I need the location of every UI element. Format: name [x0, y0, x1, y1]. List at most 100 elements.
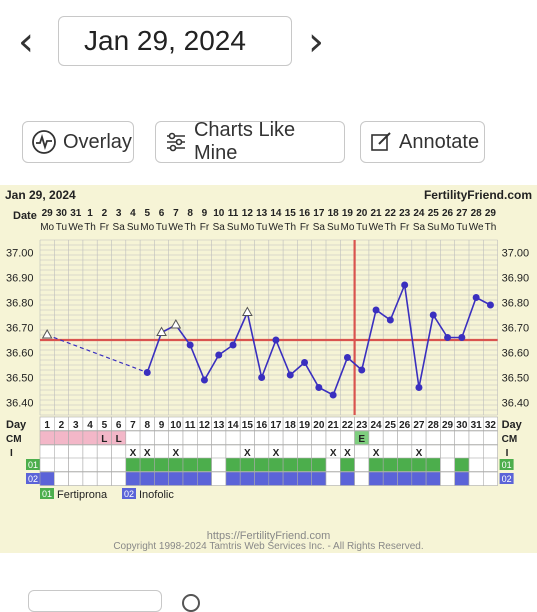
- date-selector[interactable]: Jan 29, 2024: [58, 16, 292, 66]
- date-tick: 12: [242, 208, 254, 219]
- cm-cell: [182, 430, 198, 445]
- temp-point: [286, 371, 294, 379]
- legend-name: Inofolic: [139, 489, 174, 501]
- i-cell: [482, 444, 498, 459]
- date-tick: 8: [187, 208, 193, 219]
- day-number: 11: [185, 420, 196, 431]
- day-number: 3: [73, 420, 79, 431]
- intercourse-mark: X: [244, 448, 251, 459]
- cm-cell: [168, 430, 184, 445]
- intercourse-mark: X: [144, 448, 151, 459]
- day-number: 29: [442, 420, 454, 431]
- weekday-tick: Su: [427, 222, 439, 233]
- weekday-tick: We: [369, 222, 384, 233]
- day-number: 7: [130, 420, 136, 431]
- temp-point: [358, 366, 366, 374]
- day-row-label: Day: [6, 419, 27, 431]
- cm-cell: [368, 430, 384, 445]
- i-cell: [425, 444, 441, 459]
- temp-point: [200, 376, 208, 384]
- med1-cell: [125, 457, 141, 472]
- med1-cell: [482, 457, 498, 472]
- date-tick: 26: [442, 208, 454, 219]
- temp-point: [372, 306, 380, 314]
- med2-cell: [354, 471, 370, 486]
- i-cell: [211, 444, 227, 459]
- intercourse-mark: X: [373, 448, 380, 459]
- temp-point: [315, 384, 323, 391]
- med2-cell: [111, 471, 127, 486]
- charts-like-mine-label: Charts Like Mine: [193, 119, 296, 164]
- bottom-button[interactable]: [28, 590, 162, 612]
- weekday-tick: Mo: [240, 222, 254, 233]
- bottom-circle-icon[interactable]: [182, 594, 200, 612]
- cm-value: L: [101, 434, 107, 445]
- overlay-button[interactable]: Overlay: [22, 121, 134, 163]
- med1-cell: [411, 457, 427, 472]
- med2-cell: [311, 471, 327, 486]
- y-tick-left: 37.00: [6, 248, 34, 260]
- date-tick: 15: [285, 208, 297, 219]
- temp-point: [272, 336, 280, 344]
- date-tick: 20: [356, 208, 368, 219]
- day-number: 18: [285, 420, 297, 431]
- next-date-button[interactable]: ›: [308, 19, 324, 65]
- cm-cell: [239, 430, 255, 445]
- y-tick-right: 36.80: [502, 298, 530, 310]
- cm-cell: [297, 430, 312, 445]
- date-tick: 1: [87, 208, 93, 219]
- med2-cell: [82, 471, 98, 486]
- med2-cell: [39, 471, 55, 486]
- i-cell: [254, 444, 270, 459]
- med-code: 02: [28, 474, 38, 484]
- i-cell: [468, 444, 484, 459]
- temp-point: [329, 391, 337, 399]
- day-number: 31: [471, 420, 483, 431]
- med2-cell: [225, 471, 241, 486]
- intercourse-mark: X: [173, 448, 180, 459]
- y-tick-right: 37.00: [502, 248, 530, 260]
- temp-point-open: [170, 318, 182, 329]
- footer-url: https://FertilityFriend.com: [206, 530, 331, 542]
- temp-point: [401, 281, 409, 289]
- med2-cell: [339, 471, 355, 486]
- annotate-button[interactable]: Annotate: [360, 121, 485, 163]
- day-number: 30: [456, 420, 468, 431]
- edit-icon: [371, 132, 391, 151]
- day-number: 14: [227, 420, 239, 431]
- cm-cell: [254, 430, 270, 445]
- med1-cell: [154, 457, 169, 472]
- weekday-tick: Fr: [100, 222, 110, 233]
- med2-cell: [239, 471, 255, 486]
- weekday-tick: Tu: [356, 222, 367, 233]
- weekday-tick: Th: [184, 222, 196, 233]
- temp-point: [386, 316, 394, 324]
- prev-date-button[interactable]: ‹: [18, 19, 34, 65]
- i-cell: [111, 444, 127, 459]
- temp-point: [301, 359, 309, 366]
- med2-cell: [468, 471, 484, 486]
- weekday-tick: Th: [485, 222, 497, 233]
- weekday-tick: Su: [227, 222, 239, 233]
- day-number: 32: [485, 420, 497, 431]
- intercourse-mark: X: [344, 448, 351, 459]
- med2-cell: [211, 471, 227, 486]
- y-tick-right: 36.70: [502, 323, 530, 335]
- i-cell: [297, 444, 312, 459]
- med2-cell: [454, 471, 470, 486]
- cm-value: E: [358, 434, 365, 445]
- weekday-tick: Su: [127, 222, 139, 233]
- cm-cell: [440, 430, 455, 445]
- fertility-chart: Jan 29, 2024 FertilityFriend.com Date 29 30 3…: [0, 185, 537, 553]
- day-number: 6: [116, 420, 122, 431]
- i-cell: [182, 444, 198, 459]
- i-cell: [311, 444, 327, 459]
- cm-cell: [139, 430, 155, 445]
- overlay-label: Overlay: [63, 130, 132, 153]
- cm-row-label-right: CM: [502, 434, 518, 445]
- weekday-tick: We: [68, 222, 83, 233]
- legend-badge: [122, 488, 136, 499]
- med2-cell: [154, 471, 169, 486]
- charts-like-mine-button[interactable]: Charts Like Mine: [155, 119, 345, 164]
- med2-cell: [325, 471, 341, 486]
